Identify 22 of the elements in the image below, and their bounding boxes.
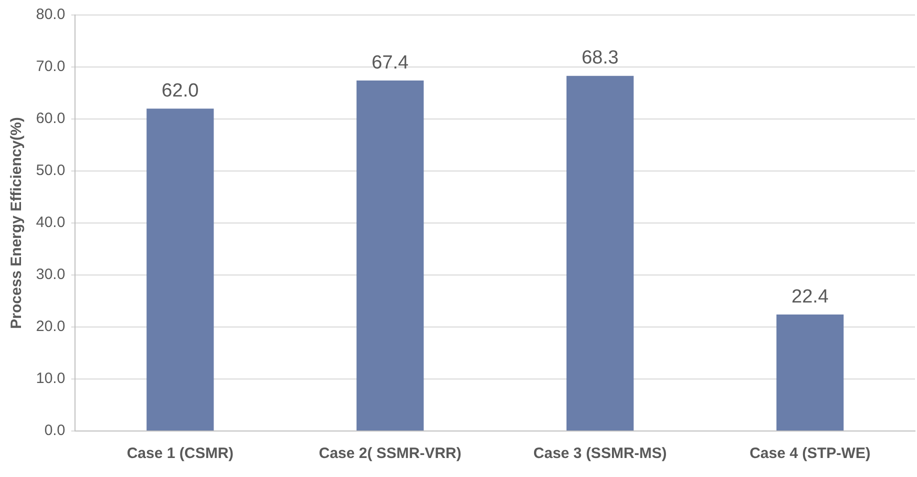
data-label: 22.4 — [792, 286, 829, 308]
y-tick-label: 80.0 — [36, 6, 66, 24]
x-tick-label: Case 4 (STP-WE) — [750, 445, 870, 462]
data-label: 62.0 — [162, 80, 199, 102]
bar — [356, 80, 424, 430]
y-axis-title: Process Energy Efficiency(%) — [8, 117, 26, 329]
data-label: 67.4 — [372, 52, 410, 74]
y-tick-label: 60.0 — [36, 110, 66, 128]
y-tick-label: 70.0 — [36, 58, 66, 76]
bar — [146, 108, 214, 430]
y-tick-label: 30.0 — [36, 266, 66, 284]
data-label: 68.3 — [582, 48, 619, 69]
bar — [776, 314, 844, 430]
bar — [566, 76, 634, 430]
x-tick-label: Case 3 (SSMR-MS) — [533, 445, 667, 462]
y-tick-label: 50.0 — [36, 162, 66, 180]
y-tick-label: 0.0 — [44, 422, 66, 440]
x-tick-label: Case 2( SSMR-VRR) — [318, 445, 462, 462]
y-tick-label: 10.0 — [36, 370, 66, 388]
y-tick-label: 20.0 — [36, 318, 66, 336]
x-tick-label: Case 1 (CSMR) — [126, 445, 234, 462]
y-tick-label: 40.0 — [36, 214, 66, 232]
